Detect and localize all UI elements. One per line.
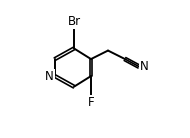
Text: N: N	[45, 70, 54, 83]
Text: Br: Br	[67, 15, 81, 28]
Text: F: F	[88, 96, 94, 109]
Text: N: N	[140, 60, 149, 73]
